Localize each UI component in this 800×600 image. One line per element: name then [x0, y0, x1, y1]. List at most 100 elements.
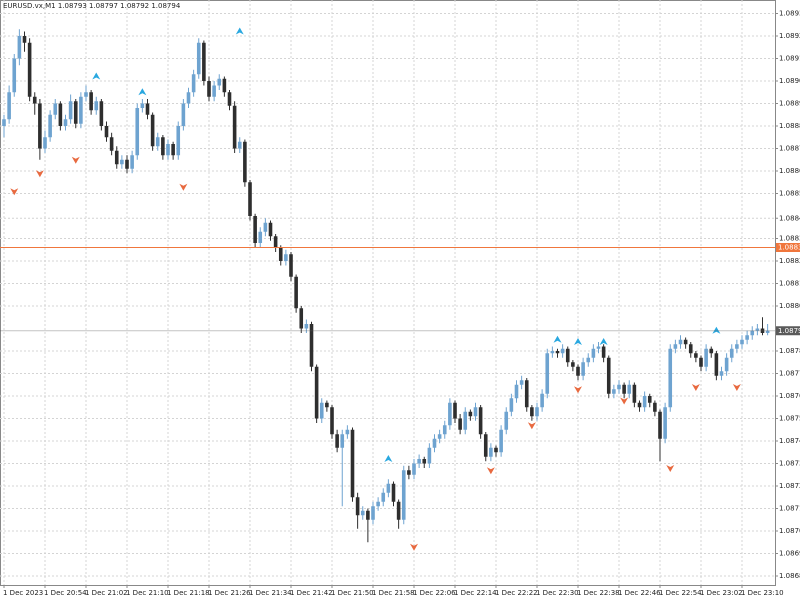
candle-body	[673, 344, 678, 349]
candle-body	[473, 407, 478, 417]
candle-body	[63, 119, 68, 126]
x-tick-label: 1 Dec 23:02	[700, 589, 743, 597]
candle-body	[478, 407, 483, 435]
y-tick-label: 1.08915	[779, 55, 800, 63]
x-tick-label: 1 Dec 21:26	[208, 589, 251, 597]
candle-body	[704, 348, 708, 367]
y-tick-label: 1.08885	[779, 122, 800, 130]
candle-body	[58, 103, 63, 126]
buy-arrow	[574, 338, 582, 345]
candle-body	[22, 36, 27, 43]
candle-body	[2, 119, 6, 126]
candle-body	[709, 348, 714, 354]
x-tick-label: 1 Dec 2023	[3, 589, 43, 597]
candle-body	[135, 108, 140, 156]
candle-body	[155, 137, 160, 147]
candle-body	[166, 144, 170, 156]
y-tick-label: 1.08775	[779, 370, 800, 378]
candle-body	[412, 463, 416, 475]
candle-body	[432, 438, 437, 448]
candle-body	[514, 384, 519, 399]
y-tick-label: 1.08815	[779, 280, 800, 288]
x-tick-label: 1 Dec 21:34	[249, 589, 292, 597]
buy-arrow	[92, 72, 101, 80]
candle-body	[73, 101, 78, 124]
candle-body	[202, 42, 206, 81]
x-tick-label: 1 Dec 21:18	[167, 589, 210, 597]
candle-body	[38, 103, 42, 149]
candle-body	[114, 150, 119, 165]
y-tick-label: 1.08925	[779, 32, 800, 40]
candle-body	[325, 402, 329, 408]
candle-body	[755, 328, 760, 331]
candle-body	[237, 141, 242, 149]
candle-body	[448, 402, 452, 426]
candle-body	[258, 231, 263, 243]
y-tick-label: 1.08905	[779, 77, 800, 85]
candle-body	[227, 92, 232, 106]
candle-body	[750, 330, 755, 336]
candle-body	[350, 429, 355, 498]
candle-body	[32, 96, 37, 104]
candle-body	[278, 247, 283, 261]
candle-body	[407, 470, 411, 475]
candle-body	[145, 103, 150, 115]
candle-body	[27, 42, 32, 97]
candle-body	[427, 447, 432, 464]
candle-body	[417, 459, 421, 464]
candle-body	[120, 159, 124, 165]
candle-body	[268, 222, 273, 237]
candle-body	[632, 384, 637, 403]
candle-body	[68, 101, 73, 120]
sell-arrow	[620, 397, 629, 405]
sell-arrow	[179, 183, 188, 191]
candle-body	[740, 339, 744, 345]
candle-body	[565, 348, 570, 363]
candle-body	[560, 348, 565, 354]
candle-body	[273, 236, 278, 248]
candle-body	[335, 434, 339, 448]
candle-body	[171, 144, 175, 156]
candle-body	[125, 159, 129, 169]
x-tick-label: 1 Dec 22:22	[495, 589, 538, 597]
candle-body	[581, 362, 585, 376]
candle-body	[653, 402, 657, 412]
candle-body	[694, 353, 698, 358]
candle-body	[355, 497, 360, 516]
candle-body	[678, 339, 683, 345]
candle-body	[555, 351, 560, 354]
price-label: 1.08794	[778, 327, 800, 335]
price-label-box	[776, 326, 800, 336]
candle-body	[647, 396, 652, 403]
candle-body	[494, 447, 498, 453]
candle-body	[550, 351, 555, 354]
candle-body	[442, 425, 447, 435]
candle-body	[586, 357, 591, 363]
candle-body	[43, 137, 47, 149]
sell-arrow	[35, 170, 44, 178]
candle-body	[130, 155, 134, 169]
candle-body	[109, 137, 114, 151]
y-tick-label: 1.08715	[779, 505, 800, 513]
candle-body	[386, 483, 391, 493]
candle-body	[381, 492, 386, 502]
candle-body	[340, 434, 345, 448]
buy-arrow	[712, 326, 721, 334]
sell-arrow	[574, 386, 582, 394]
y-tick-label: 1.08765	[779, 392, 800, 400]
sell-arrow	[486, 467, 495, 475]
plot-frame	[0, 0, 776, 586]
candle-body	[48, 114, 52, 138]
candle-body	[376, 501, 380, 507]
candle-body	[540, 393, 544, 408]
candle-body	[104, 126, 109, 138]
candle-body	[622, 384, 626, 394]
sell-arrow	[732, 384, 741, 391]
candle-body	[735, 344, 739, 349]
candle-body	[422, 459, 427, 464]
candle-body	[304, 324, 309, 329]
candle-body	[345, 429, 350, 435]
candle-body	[468, 411, 473, 417]
